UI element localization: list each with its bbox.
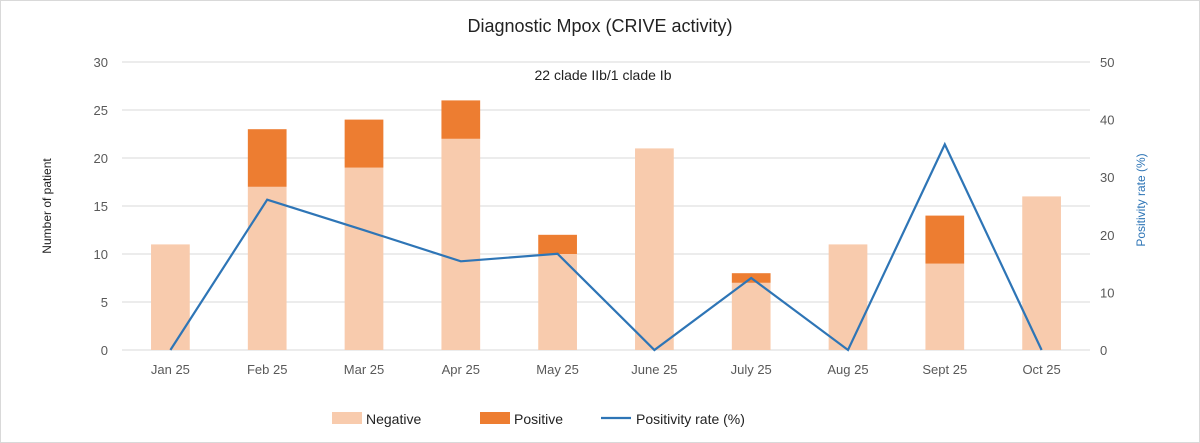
x-tick-label: June 25 xyxy=(631,362,677,377)
y-tick-label: 30 xyxy=(94,55,108,70)
bar-positive xyxy=(344,119,384,168)
y-tick-label: 10 xyxy=(94,247,108,262)
y2-tick-label: 40 xyxy=(1100,113,1114,128)
bar-negative xyxy=(247,186,287,350)
x-tick-label: May 25 xyxy=(536,362,579,377)
legend-label: Positivity rate (%) xyxy=(636,411,745,427)
bar-negative xyxy=(731,282,771,350)
x-tick-label: July 25 xyxy=(731,362,772,377)
x-tick-label: Oct 25 xyxy=(1022,362,1060,377)
x-tick-label: Jan 25 xyxy=(151,362,190,377)
bar-negative xyxy=(635,148,674,350)
bar-negative xyxy=(344,167,384,350)
positivity-line xyxy=(169,141,1043,352)
legend-label: Positive xyxy=(514,411,563,427)
bar-negative xyxy=(538,254,577,350)
bar-positive xyxy=(925,215,965,264)
bar-negative xyxy=(925,263,965,350)
chart-title: Diagnostic Mpox (CRIVE activity) xyxy=(467,16,732,36)
legend-label: Negative xyxy=(366,411,421,427)
y2-tick-label: 20 xyxy=(1100,228,1114,243)
legend-swatch xyxy=(332,412,362,424)
chart-annotation: 22 clade IIb/1 clade Ib xyxy=(535,67,672,83)
y2-tick-label: 0 xyxy=(1100,343,1107,358)
y2-tick-label: 30 xyxy=(1100,170,1114,185)
x-tick-label: Sept 25 xyxy=(922,362,967,377)
x-tick-label: Apr 25 xyxy=(442,362,480,377)
y2-tick-label: 50 xyxy=(1100,55,1114,70)
y-tick-label: 15 xyxy=(94,199,108,214)
x-tick-label: Mar 25 xyxy=(344,362,384,377)
y-axis-label: Number of patient xyxy=(40,158,54,254)
bar-positive xyxy=(441,100,481,139)
x-tick-label: Aug 25 xyxy=(827,362,868,377)
y-tick-label: 25 xyxy=(94,103,108,118)
legend-swatch xyxy=(480,412,510,424)
y-tick-label: 5 xyxy=(101,295,108,310)
bar-negative xyxy=(828,244,868,350)
y2-tick-label: 10 xyxy=(1100,285,1114,300)
bar-negative xyxy=(1022,196,1061,350)
y-tick-label: 0 xyxy=(101,343,108,358)
x-tick-label: Feb 25 xyxy=(247,362,287,377)
bar-positive xyxy=(247,129,287,187)
bar-negative xyxy=(441,138,481,350)
y2-axis-label: Positivity rate (%) xyxy=(1134,153,1148,246)
bar-positive xyxy=(538,234,577,254)
y-tick-label: 20 xyxy=(94,151,108,166)
bar-negative xyxy=(151,244,190,350)
